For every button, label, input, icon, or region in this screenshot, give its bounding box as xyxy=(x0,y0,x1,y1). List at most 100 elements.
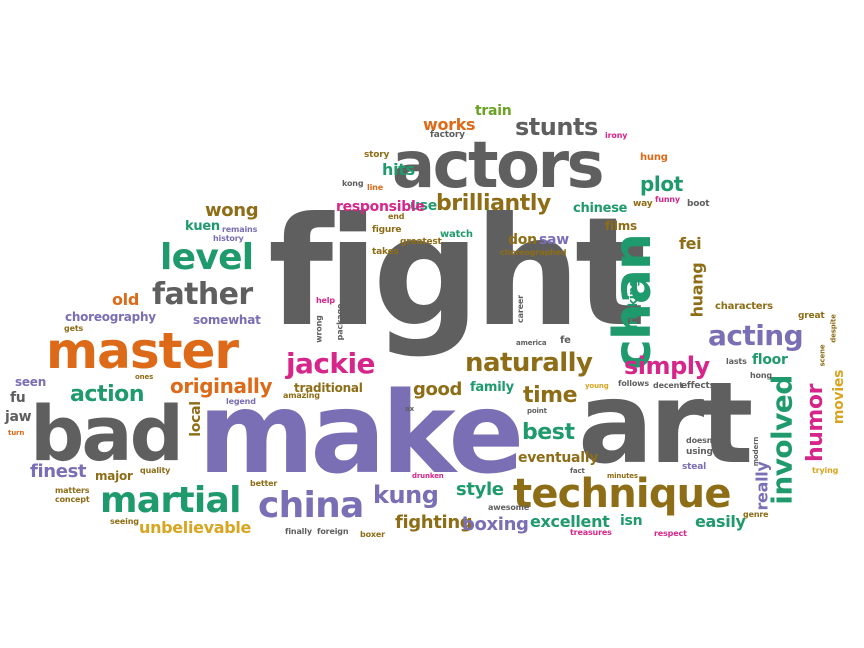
word-involved: involved xyxy=(765,375,799,505)
word-use: use xyxy=(410,198,437,214)
word-package: package xyxy=(335,303,345,341)
word-master: master xyxy=(46,322,239,380)
word-career: career xyxy=(515,295,525,323)
word-martial: martial xyxy=(100,480,241,521)
word-style: style xyxy=(456,479,504,500)
word-chinese: chinese xyxy=(573,201,628,216)
word-great: great xyxy=(798,311,825,321)
word-fight: fight xyxy=(268,186,647,360)
word-fu: fu xyxy=(10,390,26,406)
word-acting: acting xyxy=(708,319,804,352)
word-china: china xyxy=(258,485,364,526)
word-effects: effects xyxy=(681,381,715,391)
word-treasures: treasures xyxy=(570,528,612,537)
word-using: using xyxy=(686,447,713,457)
word-humor: humor xyxy=(803,383,829,463)
word-huang: huang xyxy=(687,262,707,318)
word-respect: respect xyxy=(654,529,687,538)
word-takes: takes xyxy=(372,247,399,257)
word-local: local xyxy=(187,401,204,437)
word-kung: kung xyxy=(373,481,439,509)
word-really: really xyxy=(752,461,772,511)
word-scene: scene xyxy=(818,344,827,367)
word-irony: irony xyxy=(605,131,628,140)
word-kuen: kuen xyxy=(185,219,220,234)
word-fighting: fighting xyxy=(395,512,473,533)
word-lasts: lasts xyxy=(726,357,747,366)
word-responsible: responsible xyxy=(336,199,425,215)
word-decent: decent xyxy=(653,381,683,390)
word-train: train xyxy=(475,103,512,119)
word-help: help xyxy=(316,296,335,305)
word-characters: characters xyxy=(715,301,773,312)
word-action: action xyxy=(70,382,145,407)
word-gets: gets xyxy=(64,324,84,333)
word-major: major xyxy=(95,469,133,483)
word-bad: bad xyxy=(30,389,184,478)
word-make: make xyxy=(198,369,524,499)
word-films: films xyxy=(605,219,637,233)
word-kong: kong xyxy=(342,179,364,188)
word-fact: fact xyxy=(570,467,585,475)
word-history: history xyxy=(213,234,244,243)
word-greatest: greatest xyxy=(400,237,442,247)
word-jackie: jackie xyxy=(286,347,376,380)
word-fei: fei xyxy=(679,234,702,253)
word-turn: turn xyxy=(8,429,25,437)
word-somewhat: somewhat xyxy=(193,313,261,327)
word-line: line xyxy=(367,183,383,192)
word-despite: despite xyxy=(829,314,838,343)
word-fe: fe xyxy=(560,335,571,346)
word-ones: ones xyxy=(135,373,154,381)
word-boot: boot xyxy=(687,199,710,209)
word-amazing: amazing xyxy=(283,391,320,400)
word-matters: matters xyxy=(55,486,90,495)
word-quality: quality xyxy=(140,466,171,475)
word-figure: figure xyxy=(372,225,402,235)
word-genre: genre xyxy=(743,510,769,519)
word-originally: originally xyxy=(170,374,273,398)
word-watch: watch xyxy=(440,229,473,240)
word-actors: actors xyxy=(392,129,605,203)
word-trying: trying xyxy=(812,466,839,475)
word-naturally: naturally xyxy=(465,348,593,378)
word-don: don xyxy=(508,232,537,248)
word-old: old xyxy=(112,290,139,309)
word-awesome: awesome xyxy=(488,503,530,512)
word-hong: hong xyxy=(750,371,772,380)
word-legend: legend xyxy=(226,397,256,406)
word-story: story xyxy=(364,150,390,160)
word-finally: finally xyxy=(285,527,312,536)
word-eventually: eventually xyxy=(518,450,599,466)
word-simply: simply xyxy=(624,352,710,380)
word-america: america xyxy=(516,339,547,347)
word-end: end xyxy=(388,212,405,221)
word-factory: factory xyxy=(430,130,465,140)
word-family: family xyxy=(470,380,514,395)
word-seen: seen xyxy=(15,375,47,389)
word-movies: movies xyxy=(831,369,848,425)
word-modern: modern xyxy=(752,436,761,467)
word-saw: saw xyxy=(539,232,569,248)
word-young: young xyxy=(585,382,609,390)
word-art: art xyxy=(578,359,753,489)
word-stunts: stunts xyxy=(515,113,598,141)
word-good: good xyxy=(413,379,463,400)
word-father: father xyxy=(152,277,253,312)
word-unbelievable: unbelievable xyxy=(139,518,252,537)
word-way: way xyxy=(633,199,653,209)
word-plot: plot xyxy=(640,172,683,196)
word-better: better xyxy=(250,479,278,488)
word-point: point xyxy=(527,407,547,415)
word-excellent: excellent xyxy=(530,512,610,531)
word-brilliantly: brilliantly xyxy=(436,191,551,216)
word-hung: hung xyxy=(640,152,668,163)
word-works: works xyxy=(423,115,476,134)
word-traditional: traditional xyxy=(294,381,363,395)
word-boxing: boxing xyxy=(462,514,529,535)
word-ax: ax xyxy=(405,405,414,413)
word-funny: funny xyxy=(655,195,680,204)
word-concept: concept xyxy=(55,495,90,504)
word-floor: floor xyxy=(752,352,788,368)
